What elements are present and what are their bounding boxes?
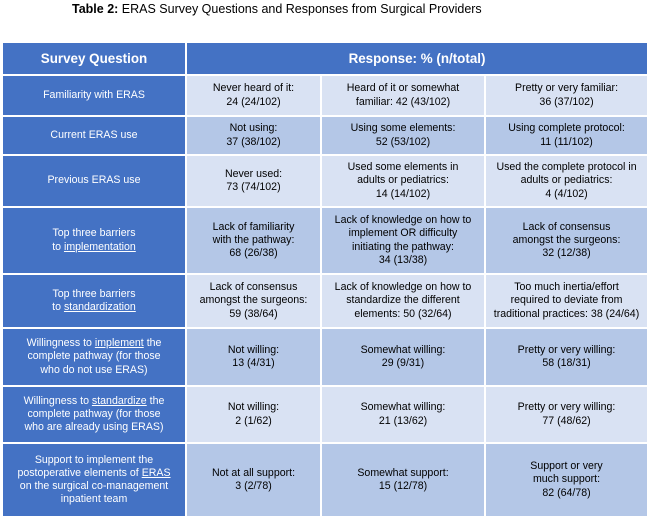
header-row: Survey Question Response: % (n/total) — [1, 41, 649, 76]
response-cell: Not at all support: 3 (2/78) — [185, 442, 322, 518]
caption-text: ERAS Survey Questions and Responses from… — [121, 2, 482, 16]
table-row: Familiarity with ERAS Never heard of it:… — [1, 74, 649, 117]
table-row: Willingness to implement the complete pat… — [1, 327, 649, 387]
response-cell: Lack of familiarity with the pathway: 68 (… — [185, 206, 322, 275]
question-cell: Previous ERAS use — [1, 154, 187, 208]
table-row: Current ERAS use Not using: 37 (38/102) U… — [1, 115, 649, 156]
response-cell: Pretty or very willing: 58 (18/31) — [483, 327, 649, 387]
table-row: Support to implement the postoperative el… — [1, 442, 649, 518]
question-cell: Willingness to standardize the complete p… — [1, 385, 187, 444]
response-cell: Not willing: 2 (1/62) — [185, 385, 322, 444]
response-cell: Somewhat willing: 21 (13/62) — [320, 385, 486, 444]
response-cell: Never heard of it: 24 (24/102) — [185, 74, 322, 117]
survey-table: Survey Question Response: % (n/total) Fa… — [1, 41, 649, 518]
table-row: Willingness to standardize the complete p… — [1, 385, 649, 444]
response-cell: Pretty or very willing: 77 (48/62) — [483, 385, 649, 444]
response-cell: Lack of knowledge on how to implement OR … — [320, 206, 486, 275]
response-cell: Support or very much support: 82 (64/78) — [483, 442, 649, 518]
header-response: Response: % (n/total) — [184, 41, 649, 76]
question-cell: Willingness to implement the complete pat… — [1, 327, 187, 387]
header-survey-question: Survey Question — [1, 41, 187, 76]
response-cell: Used the complete protocol in adults or p… — [483, 154, 649, 208]
response-cell: Too much inertia/effort required to devia… — [483, 273, 649, 329]
response-cell: Using complete protocol: 11 (11/102) — [483, 115, 649, 156]
response-cell: Never used: 73 (74/102) — [185, 154, 322, 208]
table-caption: Table 2: ERAS Survey Questions and Respo… — [72, 2, 482, 16]
response-cell: Pretty or very familiar: 36 (37/102) — [483, 74, 649, 117]
question-cell: Top three barriers to implementation — [1, 206, 187, 275]
caption-label: Table 2: — [72, 2, 119, 16]
response-cell: Not using: 37 (38/102) — [185, 115, 322, 156]
question-cell: Top three barriers to standardization — [1, 273, 187, 329]
response-cell: Used some elements in adults or pediatric… — [320, 154, 486, 208]
question-cell: Support to implement the postoperative el… — [1, 442, 187, 518]
response-cell: Not willing: 13 (4/31) — [185, 327, 322, 387]
table-row: Top three barriers to implementation Lack… — [1, 206, 649, 275]
response-cell: Lack of consensus amongst the surgeons: 32… — [483, 206, 649, 275]
question-cell: Current ERAS use — [1, 115, 187, 156]
response-cell: Somewhat support: 15 (12/78) — [320, 442, 486, 518]
response-cell: Lack of consensus amongst the surgeons: 59… — [185, 273, 322, 329]
table-row: Top three barriers to standardization Lac… — [1, 273, 649, 329]
response-cell: Lack of knowledge on how to standardize t… — [320, 273, 486, 329]
response-cell: Somewhat willing: 29 (9/31) — [320, 327, 486, 387]
table-row: Previous ERAS use Never used: 73 (74/102)… — [1, 154, 649, 208]
response-cell: Using some elements: 52 (53/102) — [320, 115, 486, 156]
response-cell: Heard of it or somewhat familiar: 42 (43/… — [320, 74, 486, 117]
question-cell: Familiarity with ERAS — [1, 74, 187, 117]
